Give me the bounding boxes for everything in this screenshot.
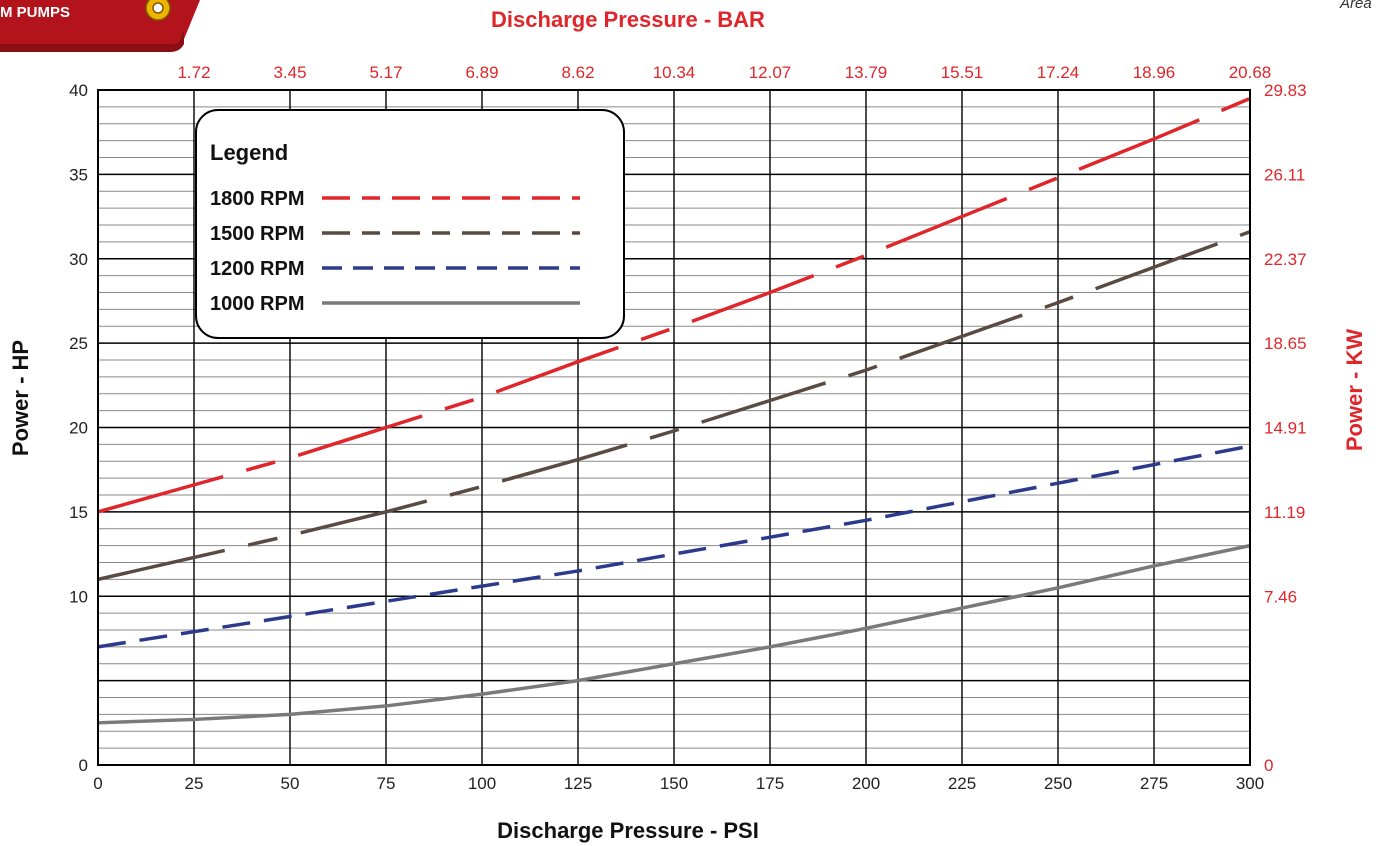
x-tick-label: 175 — [756, 774, 784, 793]
x2-tick-label: 1.72 — [177, 63, 210, 82]
y-tick-label: 20 — [69, 419, 88, 438]
x2-tick-label: 6.89 — [465, 63, 498, 82]
x-tick-label: 50 — [281, 774, 300, 793]
brand-logo: M PUMPS — [0, 0, 200, 52]
x-tick-label: 100 — [468, 774, 496, 793]
x2-tick-label: 17.24 — [1037, 63, 1080, 82]
legend-box — [195, 109, 625, 339]
y2-tick-label: 29.83 — [1264, 81, 1307, 100]
logo-text: M PUMPS — [0, 4, 70, 21]
y-tick-label: 0 — [79, 756, 88, 775]
series-line-1500-rpm — [97, 230, 1251, 582]
x-tick-label: 150 — [660, 774, 688, 793]
x-tick-label: 125 — [564, 774, 592, 793]
x2-tick-label: 5.17 — [369, 63, 402, 82]
x-tick-label: 75 — [377, 774, 396, 793]
legend-label: 1200 RPM — [210, 258, 305, 280]
x2-tick-label: 20.68 — [1229, 63, 1272, 82]
y-tick-label: 40 — [69, 81, 88, 100]
y2-tick-label: 11.19 — [1264, 503, 1305, 522]
x-tick-label: 0 — [93, 774, 102, 793]
plot-frame — [97, 89, 1251, 766]
x2-tick-label: 10.34 — [653, 63, 696, 82]
y-tick-label: 35 — [69, 165, 88, 184]
legend-title: Legend — [210, 140, 288, 165]
gear-icon — [145, 0, 171, 21]
x-tick-label: 300 — [1236, 774, 1264, 793]
right-axis-title: Power - KW — [1342, 329, 1367, 451]
x2-tick-label: 13.79 — [845, 63, 888, 82]
top-axis-title: Discharge Pressure - BAR — [491, 7, 765, 32]
x-tick-label: 25 — [185, 774, 204, 793]
x2-tick-label: 18.96 — [1133, 63, 1176, 82]
y-tick-label: 30 — [69, 250, 88, 269]
y2-tick-label: 14.91 — [1264, 419, 1307, 438]
corner-text: Area — [1339, 0, 1372, 12]
left-axis-title: Power - HP — [8, 340, 33, 456]
x2-tick-label: 8.62 — [561, 63, 594, 82]
x2-tick-label: 12.07 — [749, 63, 792, 82]
legend-label: 1500 RPM — [210, 223, 305, 245]
y-tick-label: 25 — [69, 334, 88, 353]
tick-labels: 0 25 50 75 100 125 150 175 200 225 250 275 300010152… — [69, 63, 1306, 793]
y2-tick-label: 18.65 — [1264, 334, 1307, 353]
legend-label: 1800 RPM — [210, 188, 305, 210]
y-tick-label: 15 — [69, 503, 88, 522]
x2-tick-label: 3.45 — [273, 63, 306, 82]
series-line-1200-rpm — [97, 444, 1251, 649]
series-layer — [97, 96, 1251, 725]
legend: Legend 1800 RPM 1500 RPM 1200 RPM 1000 RPM — [195, 109, 625, 339]
series-line-1000-rpm — [97, 543, 1251, 725]
x-tick-label: 225 — [948, 774, 976, 793]
bottom-axis-title: Discharge Pressure - PSI — [497, 818, 759, 843]
y2-tick-label: 26.11 — [1264, 165, 1305, 184]
y-tick-label: 10 — [69, 587, 88, 606]
x-tick-label: 250 — [1044, 774, 1072, 793]
y2-tick-label: 22.37 — [1264, 250, 1307, 269]
y2-tick-label: 0 — [1264, 756, 1273, 775]
x-tick-label: 275 — [1140, 774, 1168, 793]
x2-tick-label: 15.51 — [941, 63, 984, 82]
x-tick-label: 200 — [852, 774, 880, 793]
y2-tick-label: 7.46 — [1264, 587, 1297, 606]
legend-label: 1000 RPM — [210, 293, 305, 315]
